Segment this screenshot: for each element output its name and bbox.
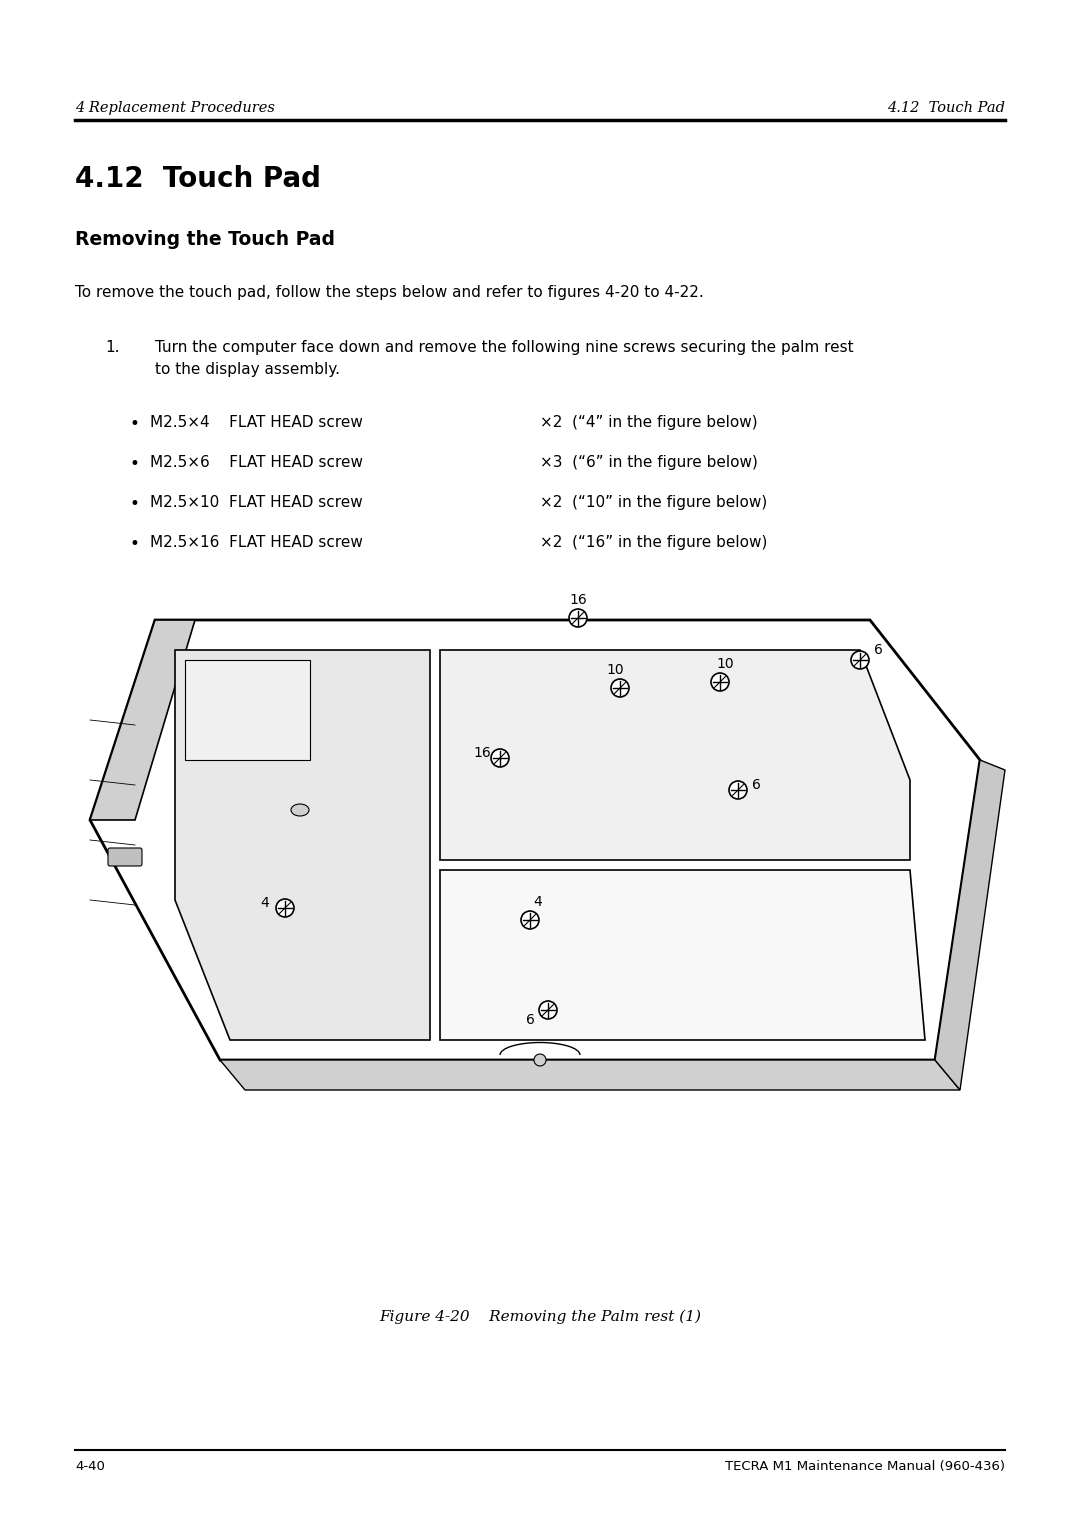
- Text: 1.: 1.: [105, 340, 120, 355]
- Text: M2.5×16  FLAT HEAD screw: M2.5×16 FLAT HEAD screw: [150, 535, 363, 551]
- Text: Figure 4-20    Removing the Palm rest (1): Figure 4-20 Removing the Palm rest (1): [379, 1310, 701, 1324]
- Circle shape: [491, 749, 509, 767]
- Polygon shape: [175, 650, 430, 1040]
- Circle shape: [611, 679, 629, 697]
- Text: 10: 10: [606, 663, 624, 677]
- Text: 6: 6: [752, 778, 760, 791]
- Text: •: •: [130, 496, 140, 512]
- Circle shape: [729, 781, 747, 799]
- Text: 4.12  Touch Pad: 4.12 Touch Pad: [75, 165, 321, 194]
- Text: Turn the computer face down and remove the following nine screws securing the pa: Turn the computer face down and remove t…: [156, 340, 853, 377]
- Text: 4 Replacement Procedures: 4 Replacement Procedures: [75, 101, 275, 114]
- Text: 4.12  Touch Pad: 4.12 Touch Pad: [887, 101, 1005, 114]
- Circle shape: [521, 910, 539, 929]
- Text: ×2  (“16” in the figure below): ×2 (“16” in the figure below): [540, 535, 768, 551]
- Text: M2.5×6    FLAT HEAD screw: M2.5×6 FLAT HEAD screw: [150, 454, 363, 470]
- Text: M2.5×10  FLAT HEAD screw: M2.5×10 FLAT HEAD screw: [150, 496, 363, 509]
- Polygon shape: [220, 1060, 960, 1090]
- Text: 4-40: 4-40: [75, 1459, 105, 1473]
- Ellipse shape: [291, 804, 309, 816]
- Text: Removing the Touch Pad: Removing the Touch Pad: [75, 230, 335, 249]
- Text: 4: 4: [534, 895, 542, 909]
- Text: M2.5×4    FLAT HEAD screw: M2.5×4 FLAT HEAD screw: [150, 415, 363, 430]
- Text: 6: 6: [874, 644, 882, 657]
- Text: 6: 6: [526, 1013, 535, 1026]
- Polygon shape: [440, 650, 910, 860]
- Polygon shape: [90, 621, 195, 820]
- Text: TECRA M1 Maintenance Manual (960-436): TECRA M1 Maintenance Manual (960-436): [725, 1459, 1005, 1473]
- Circle shape: [539, 1000, 557, 1019]
- Text: 4: 4: [260, 897, 269, 910]
- Text: ×3  (“6” in the figure below): ×3 (“6” in the figure below): [540, 454, 758, 470]
- FancyBboxPatch shape: [108, 848, 141, 866]
- Text: •: •: [130, 415, 140, 433]
- Polygon shape: [935, 759, 1005, 1090]
- Text: •: •: [130, 535, 140, 554]
- Text: 16: 16: [569, 593, 586, 607]
- Polygon shape: [440, 869, 924, 1040]
- Text: •: •: [130, 454, 140, 473]
- Text: 10: 10: [716, 657, 733, 671]
- Text: 16: 16: [473, 746, 491, 759]
- Text: ×2  (“10” in the figure below): ×2 (“10” in the figure below): [540, 496, 767, 509]
- Polygon shape: [185, 660, 310, 759]
- Circle shape: [276, 900, 294, 917]
- Text: ×2  (“4” in the figure below): ×2 (“4” in the figure below): [540, 415, 758, 430]
- Polygon shape: [90, 621, 980, 1060]
- Circle shape: [711, 673, 729, 691]
- Circle shape: [569, 608, 588, 627]
- Text: To remove the touch pad, follow the steps below and refer to figures 4-20 to 4-2: To remove the touch pad, follow the step…: [75, 285, 704, 300]
- Circle shape: [534, 1054, 546, 1066]
- Circle shape: [851, 651, 869, 669]
